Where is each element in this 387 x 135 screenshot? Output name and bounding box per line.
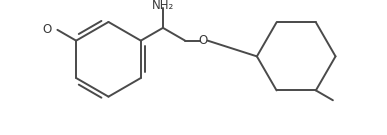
Text: O: O — [42, 23, 51, 36]
Text: NH₂: NH₂ — [152, 0, 174, 12]
Text: O: O — [198, 34, 207, 47]
